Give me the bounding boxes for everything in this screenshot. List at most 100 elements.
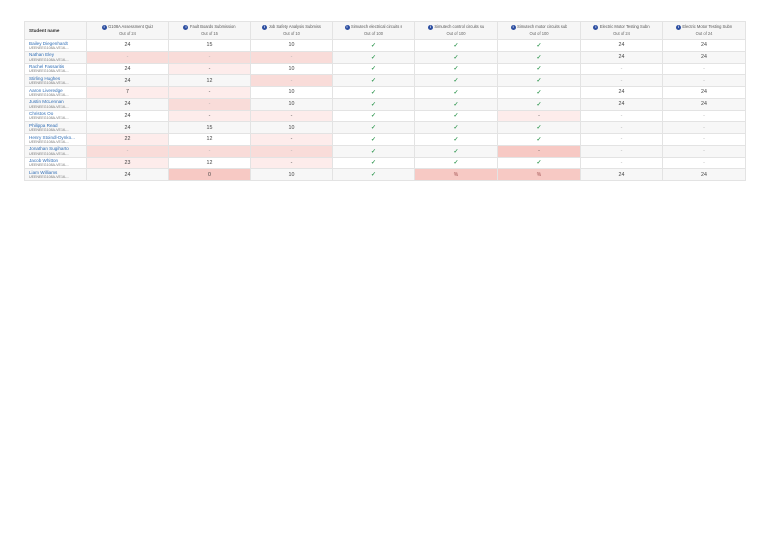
grade-cell[interactable]: - (662, 144, 746, 158)
grade-cell[interactable]: 24 (662, 86, 746, 99)
grade-cell[interactable]: 24 (86, 39, 169, 52)
grade-column-header[interactable]: i Electric Motor Testing Subn Out of 24 (662, 21, 746, 40)
grade-cell[interactable]: 23 (86, 156, 169, 170)
grade-cell[interactable]: ✓ (414, 62, 498, 76)
grade-cell[interactable]: 24 (580, 86, 663, 99)
grade-cell[interactable]: ✓ (332, 109, 415, 123)
grade-cell[interactable]: ✓ (414, 97, 498, 111)
column-title[interactable]: i Fault Boards Submission (170, 24, 250, 31)
grade-cell[interactable]: 12 (168, 74, 251, 87)
grade-cell[interactable]: - (580, 74, 663, 87)
grade-cell[interactable]: - (662, 121, 746, 134)
grade-cell[interactable]: ✓ (414, 121, 498, 134)
grade-column-header[interactable]: i Simutech control circuits su Out of 100 (414, 21, 498, 40)
grade-cell[interactable]: ✓ (332, 50, 415, 64)
info-icon[interactable]: i (344, 24, 350, 30)
grade-cell[interactable]: ✓ (497, 133, 581, 146)
grade-cell[interactable]: - (250, 144, 333, 158)
grade-cell[interactable]: - (662, 74, 746, 87)
grade-column-header[interactable]: i Simutech motor circuits sub Out of 100 (497, 21, 581, 40)
grade-cell[interactable]: - (662, 62, 746, 76)
grade-cell[interactable]: ✓ (332, 156, 415, 170)
grade-column-header[interactable]: i Electric Motor Testing Subn Out of 24 (580, 21, 663, 40)
grade-cell[interactable]: % (497, 168, 581, 181)
grade-cell[interactable]: ✓ (332, 97, 415, 111)
grade-cell[interactable]: ✓ (332, 86, 415, 99)
grade-cell[interactable]: ✓ (497, 39, 581, 52)
grade-cell[interactable]: ✓ (332, 74, 415, 87)
grade-cell[interactable]: - (580, 156, 663, 170)
grade-cell[interactable]: ✓ (414, 133, 498, 146)
grade-cell[interactable]: ✓ (414, 109, 498, 123)
grade-column-header[interactable]: i Fault Boards Submission Out of 15 (168, 21, 251, 40)
grade-cell[interactable]: ✓ (497, 50, 581, 64)
grade-column-header[interactable]: i Simutech electrical circuits s Out of 10… (332, 21, 415, 40)
grade-cell[interactable]: 24 (580, 168, 663, 181)
grade-cell[interactable]: 24 (580, 50, 663, 64)
grade-cell[interactable]: ✓ (414, 39, 498, 52)
column-title[interactable]: i G108A Assessment Quiz (88, 24, 168, 31)
grade-cell[interactable]: ✓ (497, 62, 581, 76)
grade-cell[interactable]: 10 (250, 39, 333, 52)
info-icon[interactable]: i (510, 24, 516, 30)
grade-cell[interactable]: 24 (86, 121, 169, 134)
grade-cell[interactable]: 0 (168, 168, 251, 181)
column-title[interactable]: i Job Safety Analysis Submiss (252, 24, 332, 31)
grade-cell[interactable]: 10 (250, 168, 333, 181)
grade-cell[interactable]: 24 (580, 97, 663, 111)
grade-column-header[interactable]: i Job Safety Analysis Submiss Out of 10 (250, 21, 333, 40)
grade-cell[interactable]: 24 (86, 168, 169, 181)
grade-cell[interactable]: 24 (662, 50, 746, 64)
grade-cell[interactable]: ✓ (497, 121, 581, 134)
grade-cell[interactable]: ✓ (414, 86, 498, 99)
grade-cell[interactable]: ✓ (497, 74, 581, 87)
grade-cell[interactable]: - (662, 109, 746, 123)
grade-cell[interactable]: 24 (86, 62, 169, 76)
grade-cell[interactable]: ✓ (414, 156, 498, 170)
grade-cell[interactable]: ✓ (497, 86, 581, 99)
grade-cell[interactable]: 15 (168, 39, 251, 52)
grade-cell[interactable]: - (497, 144, 581, 158)
grade-cell[interactable]: - (250, 109, 333, 123)
grade-cell[interactable]: 10 (250, 86, 333, 99)
grade-cell[interactable]: 10 (250, 121, 333, 134)
grade-cell[interactable]: ✓ (497, 156, 581, 170)
grade-cell[interactable]: ✓ (414, 50, 498, 64)
info-icon[interactable]: i (262, 24, 268, 30)
grade-cell[interactable]: 24 (86, 109, 169, 123)
column-title[interactable]: i Electric Motor Testing Subn (582, 24, 662, 31)
info-icon[interactable]: i (183, 24, 189, 30)
grade-cell[interactable]: 7 (86, 86, 169, 99)
column-title[interactable]: i Simutech control circuits su (416, 24, 497, 31)
grade-cell[interactable]: - (250, 50, 333, 64)
grade-cell[interactable]: 24 (662, 168, 746, 181)
grade-cell[interactable]: - (168, 86, 251, 99)
grade-cell[interactable]: - (580, 121, 663, 134)
grade-cell[interactable]: 24 (86, 74, 169, 87)
grade-cell[interactable]: - (168, 97, 251, 111)
grade-cell[interactable]: % (414, 168, 498, 181)
grade-cell[interactable]: - (580, 133, 663, 146)
grade-cell[interactable]: - (250, 156, 333, 170)
grade-cell[interactable]: - (86, 50, 169, 64)
grade-cell[interactable]: - (168, 50, 251, 64)
grade-cell[interactable]: 22 (86, 133, 169, 146)
grade-cell[interactable]: 24 (662, 39, 746, 52)
grade-cell[interactable]: ✓ (332, 62, 415, 76)
grade-cell[interactable]: - (168, 109, 251, 123)
grade-cell[interactable]: 12 (168, 156, 251, 170)
column-title[interactable]: i Simutech motor circuits sub (499, 24, 580, 31)
grade-cell[interactable]: 12 (168, 133, 251, 146)
grade-cell[interactable]: ✓ (332, 168, 415, 181)
grade-cell[interactable]: - (662, 133, 746, 146)
grade-cell[interactable]: - (168, 62, 251, 76)
grade-cell[interactable]: 15 (168, 121, 251, 134)
grade-cell[interactable]: 10 (250, 97, 333, 111)
grade-cell[interactable]: - (250, 74, 333, 87)
info-icon[interactable]: i (593, 24, 599, 30)
grade-cell[interactable]: - (580, 62, 663, 76)
info-icon[interactable]: i (427, 24, 433, 30)
student-names-header[interactable]: Student name (24, 21, 87, 40)
grade-cell[interactable]: ✓ (332, 133, 415, 146)
grade-cell[interactable]: ✓ (497, 97, 581, 111)
